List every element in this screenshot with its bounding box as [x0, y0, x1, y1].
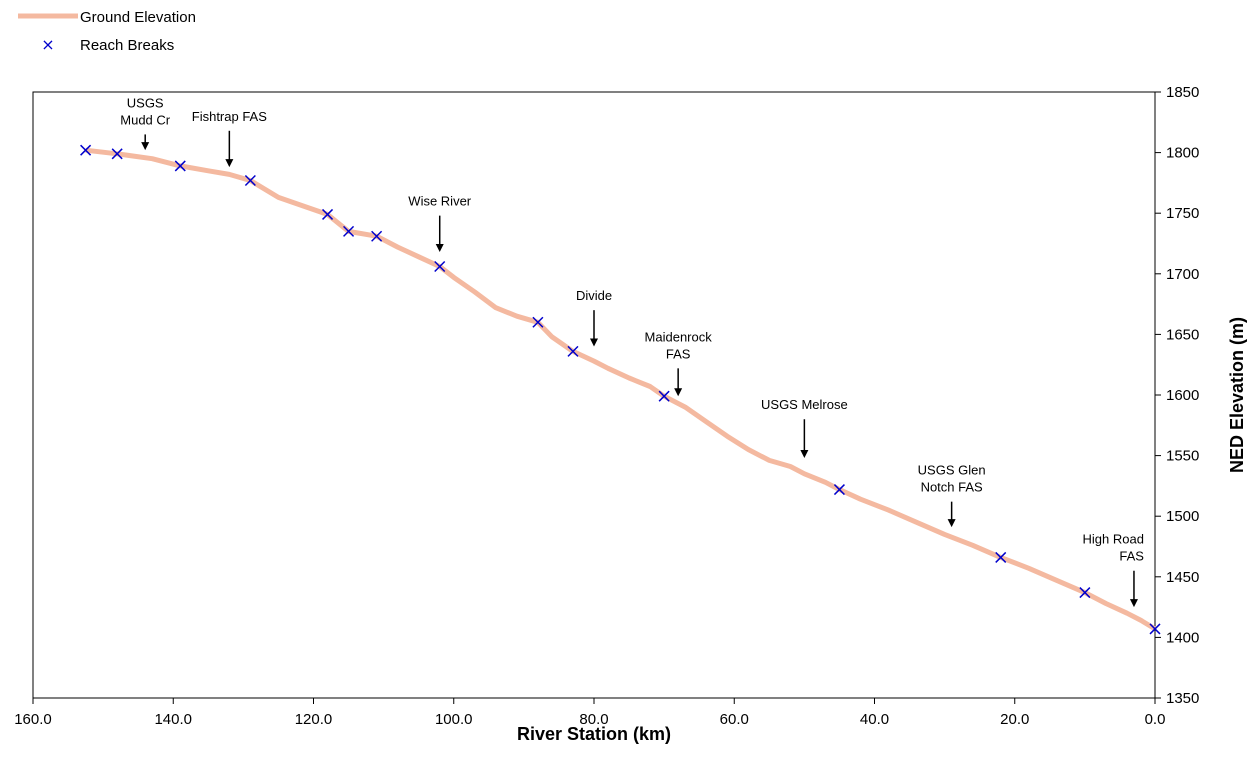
annotation-label: Maidenrock [645, 329, 713, 344]
reach-break-marker [111, 148, 123, 160]
annotation-label: FAS [666, 346, 691, 361]
y-axis-title: NED Elevation (m) [1227, 317, 1247, 473]
annotation-label: FAS [1119, 549, 1144, 564]
annotation-label: Fishtrap FAS [192, 109, 267, 124]
annotation-label: USGS Glen [918, 463, 986, 478]
reach-break-marker [343, 225, 355, 237]
annotation-arrow-head [674, 388, 683, 397]
annotation-arrow-head [590, 338, 598, 347]
reach-break-marker [321, 208, 334, 220]
reach-break-marker [1149, 623, 1161, 635]
annotation-arrow-head [800, 450, 809, 459]
legend: Ground Elevation × Reach Breaks [18, 9, 196, 54]
x-tick-label: 80.0 [579, 711, 608, 728]
reach-break-marker [371, 230, 383, 242]
annotation-arrow-head [141, 142, 150, 151]
reach-break-marker [80, 144, 92, 156]
series-layer [85, 147, 1157, 632]
y-axis: 1350 1400 1450 1500 1550 1600 1650 1700 1750 1800… [1155, 84, 1199, 707]
x-tick-label: 0.0 [1145, 711, 1166, 728]
ground-elevation-line [85, 147, 1157, 632]
annotation-arrow-head [225, 159, 234, 168]
x-tick-label: 20.0 [1000, 711, 1029, 728]
reach-break-marker [658, 390, 670, 402]
reach-break-marker [434, 260, 446, 273]
annotation: USGS Mudd Cr [120, 95, 171, 151]
annotation-label: USGS [127, 95, 164, 110]
annotation: USGS Melrose [761, 397, 848, 459]
annotations: USGS Mudd Cr Fishtrap FAS Wise River Divide M… [120, 95, 1144, 608]
y-tick-label: 1400 [1166, 629, 1199, 646]
y-tick-label: 1700 [1166, 266, 1199, 283]
annotation-label: USGS Melrose [761, 397, 848, 412]
annotation: Wise River [408, 194, 472, 252]
annotation: Maidenrock FAS [645, 329, 713, 397]
y-tick-label: 1650 [1166, 326, 1199, 343]
y-tick-label: 1450 [1166, 569, 1199, 586]
annotation: Fishtrap FAS [192, 109, 267, 168]
annotation-arrow-head [1129, 599, 1138, 608]
reach-break-marker [532, 316, 544, 328]
annotation-label: Divide [576, 288, 612, 303]
x-axis-title: River Station (km) [517, 724, 671, 744]
annotation: Divide [576, 288, 612, 347]
x-tick-label: 160.0 [14, 711, 52, 728]
x-tick-label: 120.0 [295, 711, 333, 728]
x-tick-label: 60.0 [720, 711, 749, 728]
y-tick-label: 1550 [1166, 448, 1199, 465]
y-tick-label: 1500 [1166, 508, 1199, 525]
x-axis: 160.0 140.0 120.0 100.0 80.0 60.0 40.0 20.0 0.0 [14, 698, 1165, 728]
annotation: USGS Glen Notch FAS [918, 463, 986, 528]
annotation-label: High Road [1083, 532, 1144, 547]
legend-marker-reach-breaks: × [41, 35, 54, 54]
annotation-arrow-head [435, 243, 444, 252]
x-tick-label: 140.0 [154, 711, 192, 728]
reach-break-marker [174, 160, 186, 172]
legend-label-ground-elevation: Ground Elevation [80, 9, 196, 26]
y-tick-label: 1850 [1166, 84, 1199, 101]
x-tick-label: 40.0 [860, 711, 889, 728]
annotation-label: Mudd Cr [120, 112, 171, 127]
x-tick-label: 100.0 [435, 711, 473, 728]
plot-area [32, 91, 1156, 699]
y-tick-label: 1800 [1166, 145, 1199, 162]
reach-break-marker [833, 484, 845, 496]
reach-break-marker [244, 174, 256, 187]
reach-break-marker [995, 551, 1007, 563]
legend-label-reach-breaks: Reach Breaks [80, 37, 174, 54]
annotation-label: Notch FAS [921, 480, 983, 495]
reach-break-marker [567, 345, 579, 357]
annotation: High Road FAS [1083, 532, 1144, 608]
annotation-arrow-head [947, 519, 956, 528]
annotation-label: Wise River [408, 194, 472, 209]
reach-break-markers [80, 144, 1161, 635]
y-tick-label: 1750 [1166, 205, 1199, 222]
reach-break-marker [1079, 587, 1091, 599]
y-tick-label: 1600 [1166, 387, 1199, 404]
y-tick-label: 1350 [1166, 690, 1199, 707]
